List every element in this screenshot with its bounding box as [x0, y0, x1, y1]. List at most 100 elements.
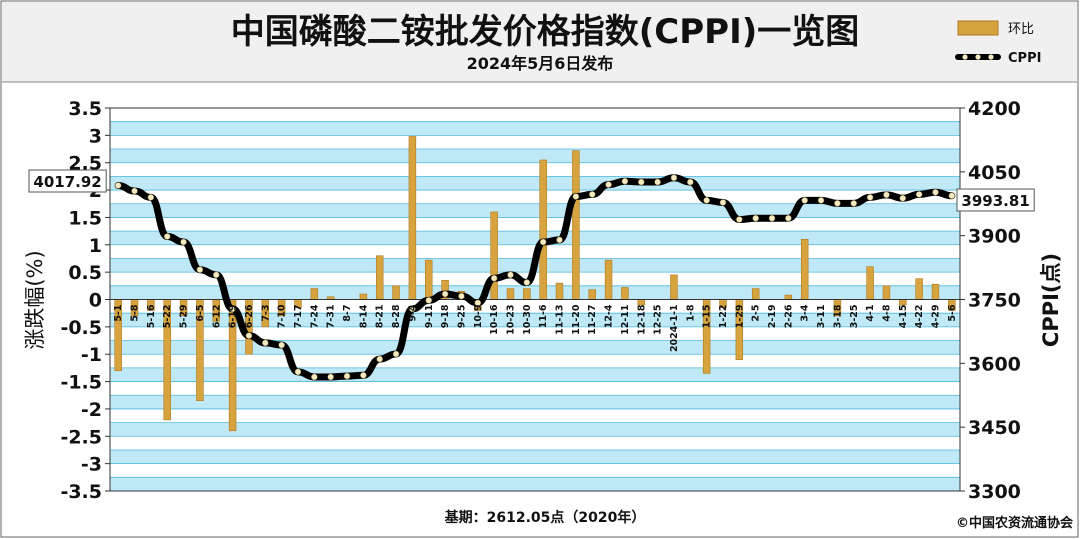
grid-band	[110, 367, 960, 382]
x-tick-10-9: 10-9	[473, 305, 484, 329]
start-value-label: 4017.92	[33, 173, 101, 191]
grid-band	[110, 477, 960, 491]
x-tick-9-18: 9-18	[440, 304, 451, 328]
legend: 环比 CPPI	[955, 20, 1041, 66]
left-axis-title: 涨跌幅(%)	[23, 250, 47, 349]
x-tick-8-28: 8-28	[391, 304, 402, 328]
cppi-point-11-27	[588, 191, 596, 198]
bar-10-16	[490, 211, 498, 300]
cppi-point-3-4	[801, 197, 808, 204]
x-tick-3-11: 3-11	[816, 305, 827, 329]
x-tick-12-25: 12-25	[653, 305, 664, 335]
left-tick-0: 0	[89, 290, 102, 312]
legend-swatch-marker-3	[988, 54, 994, 60]
left-tick-3.5: 3.5	[68, 98, 102, 120]
cppi-point-2024-1-1	[670, 174, 678, 182]
grid-band	[110, 121, 960, 136]
x-tick-8-14: 8-14	[358, 304, 369, 328]
bar-4-15	[899, 299, 907, 306]
left-tick--1.5: -1.5	[60, 372, 102, 394]
x-tick-7-31: 7-31	[326, 305, 337, 329]
legend-swatch-bar	[957, 20, 999, 36]
bar-2024-1-1	[670, 274, 678, 300]
cppi-point-7-31	[327, 373, 334, 381]
x-tick-7-10: 7-10	[277, 304, 288, 328]
bar-9-4	[408, 136, 417, 300]
cppi-point-5-8	[131, 187, 138, 195]
grid-band	[110, 422, 960, 437]
grid-band	[110, 340, 960, 355]
x-tick-1-22: 1-22	[718, 305, 729, 329]
right-tick-3450: 3450	[968, 417, 1021, 439]
x-tick-11-6: 11-6	[538, 304, 549, 328]
cppi-point-2-26	[785, 214, 792, 222]
x-tick-12-11: 12-11	[620, 305, 631, 335]
right-tick-3900: 3900	[968, 226, 1021, 248]
bar-11-27	[588, 289, 596, 300]
cppi-point-7-24	[311, 373, 318, 381]
x-tick-4-29: 4-29	[930, 305, 941, 329]
bar-2-5	[751, 288, 760, 300]
left-axis: 3.532.521.510.50-0.5-1-1.5-2-2.5-3-3.5	[60, 98, 110, 503]
bar-4-29	[931, 283, 940, 300]
cppi-point-11-13	[556, 236, 563, 244]
cppi-point-3-25	[850, 200, 857, 207]
cppi-point-10-30	[523, 279, 531, 286]
cppi-point-5-6	[948, 192, 956, 199]
x-tick-5-22: 5-22	[162, 305, 173, 329]
cppi-point-8-14	[360, 371, 367, 379]
x-tick-7-24: 7-24	[309, 304, 320, 328]
bar-8-28	[392, 285, 400, 300]
cppi-point-4-15	[899, 194, 907, 202]
left-tick-1.5: 1.5	[68, 207, 102, 229]
right-tick-3750: 3750	[968, 290, 1021, 312]
grid-band	[110, 395, 960, 409]
bar-10-23	[506, 288, 515, 300]
cppi-point-4-22	[915, 191, 923, 198]
grid-band	[110, 313, 960, 327]
bar-12-11	[621, 287, 629, 300]
x-tick-4-1: 4-1	[865, 305, 876, 322]
left-tick-1: 1	[89, 235, 102, 257]
cppi-point-10-9	[474, 299, 482, 307]
chart-subtitle: 2024年5月6日发布	[467, 54, 614, 73]
cppi-point-4-8	[883, 191, 890, 199]
x-tick-5-6: 5-6	[947, 304, 958, 322]
cppi-point-5-22	[163, 233, 171, 240]
x-tick-5-29: 5-29	[179, 305, 190, 329]
bar-10-30	[523, 288, 531, 300]
x-tick-3-4: 3-4	[800, 304, 811, 322]
cppi-point-6-26	[245, 332, 253, 339]
x-tick-11-20: 11-20	[571, 304, 582, 335]
chart-title: 中国磷酸二铵批发价格指数(CPPI)一览图	[231, 12, 860, 52]
x-tick-8-7: 8-7	[342, 305, 353, 322]
x-tick-8-21: 8-21	[375, 305, 386, 329]
bar-4-22	[915, 278, 923, 300]
left-tick--2.5: -2.5	[60, 426, 102, 448]
x-tick-10-30: 10-30	[522, 304, 533, 335]
right-axis: 4200 4050 3900 3750 3600 3450 3300	[960, 98, 1021, 503]
cppi-point-8-28	[392, 350, 400, 358]
x-tick-5-16: 5-16	[146, 304, 157, 328]
x-tick-4-15: 4-15	[898, 305, 909, 329]
cppi-point-1-29	[736, 216, 743, 223]
x-tick-5-1: 5-1	[113, 305, 124, 322]
bar-7-24	[310, 288, 319, 300]
x-tick-10-16: 10-16	[489, 304, 500, 335]
cppi-point-4-1	[866, 194, 874, 201]
cppi-point-3-11	[817, 197, 825, 204]
x-tick-12-4: 12-4	[604, 304, 615, 328]
x-tick-7-17: 7-17	[293, 305, 304, 329]
left-tick-3: 3	[89, 125, 102, 147]
bar-2-26	[784, 294, 793, 300]
right-tick-4050: 4050	[968, 162, 1021, 184]
x-tick-2-26: 2-26	[783, 304, 794, 328]
bar-11-20	[572, 150, 580, 300]
cppi-point-10-16	[490, 274, 498, 282]
cppi-point-11-6	[539, 238, 547, 246]
cppi-point-5-1	[114, 182, 122, 189]
cppi-point-6-12	[213, 271, 220, 279]
bar-4-8	[882, 285, 891, 300]
cppi-point-12-18	[638, 178, 645, 186]
